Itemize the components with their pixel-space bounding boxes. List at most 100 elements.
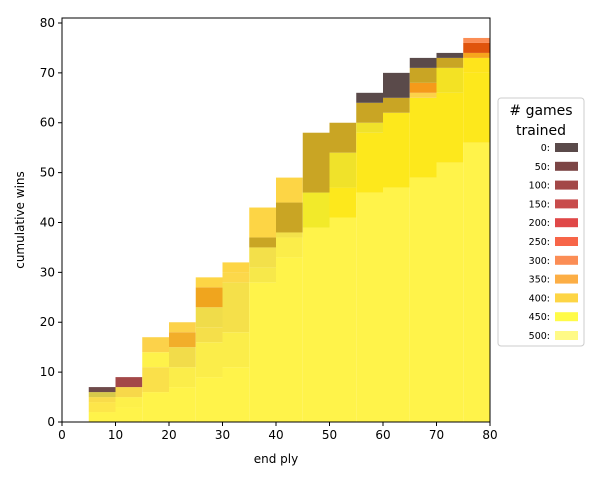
heatmap-cell: [169, 322, 196, 333]
heatmap-cell: [276, 177, 303, 203]
heatmap-cell: [276, 257, 303, 422]
x-tick-label: 10: [108, 428, 123, 442]
heatmap-cell: [249, 237, 276, 248]
x-tick-label: 50: [322, 428, 337, 442]
legend-label: 400:: [529, 293, 550, 304]
y-axis: 0 10 20 30 40 50 60 70 80: [40, 16, 62, 429]
heatmap-cell: [169, 332, 196, 348]
legend: # games trained 0: 50: 100: 150: 200: 250: 300…: [497, 97, 585, 347]
legend-label: 50:: [535, 162, 550, 173]
heatmap-cell: [302, 192, 330, 228]
legend-swatch: [555, 180, 578, 190]
legend-label: 0:: [541, 143, 550, 154]
heatmap-cell: [195, 327, 223, 343]
heatmap-cell: [169, 367, 196, 388]
heatmap-cell: [142, 337, 169, 353]
heatmap-cell: [115, 397, 143, 408]
y-tick-label: 70: [40, 66, 55, 80]
heatmap-cell: [249, 207, 276, 238]
heatmap-cell: [383, 72, 410, 98]
x-tick-label: 20: [161, 428, 176, 442]
heatmap-cell: [88, 402, 116, 413]
heatmap-cell: [463, 142, 490, 423]
x-tick-label: 70: [429, 428, 444, 442]
heatmap-cell: [115, 377, 143, 388]
legend-swatch: [555, 255, 578, 265]
heatmap-cell: [88, 397, 116, 403]
legend-label: 150:: [529, 199, 550, 210]
legend-swatch: [555, 199, 578, 209]
heatmap-cell: [463, 52, 490, 58]
legend-swatch: [555, 218, 578, 228]
heatmap-cell: [356, 102, 383, 123]
heatmap-cell: [463, 42, 490, 53]
legend-label: 300:: [529, 256, 550, 267]
heatmap-cell: [409, 177, 437, 422]
heatmap-cell: [356, 192, 383, 422]
y-tick-label: 10: [40, 365, 55, 379]
heatmap-cell: [142, 352, 169, 368]
x-tick-label: 0: [58, 428, 66, 442]
heatmap-cell: [88, 392, 116, 398]
heatmap-cell: [142, 392, 169, 422]
heatmap-cell: [195, 342, 223, 378]
heatmap-cell: [329, 187, 357, 218]
legend-entries: 0: 50: 100: 150: 200: 250: 300: 350: 400: 450: 500…: [529, 143, 578, 342]
y-tick-label: 40: [40, 215, 55, 229]
legend-label: 500:: [529, 331, 550, 342]
y-tick-label: 0: [47, 415, 55, 429]
legend-label: 350:: [529, 275, 550, 286]
heatmap-cell: [115, 387, 143, 398]
heatmap-cell: [169, 347, 196, 368]
heatmap-cell: [222, 332, 250, 368]
heatmap-cell: [329, 152, 357, 188]
heatmap-cell: [195, 307, 223, 328]
heatmap-cell: [195, 287, 223, 308]
legend-label: 250:: [529, 237, 550, 248]
heatmap-cell: [356, 132, 383, 193]
legend-swatch: [555, 331, 578, 340]
legend-title-line-2: trained: [516, 123, 566, 139]
legend-swatch: [555, 143, 578, 152]
heatmap-cell: [195, 377, 223, 422]
x-axis-label: end ply: [254, 452, 298, 466]
y-tick-label: 60: [40, 116, 55, 130]
legend-label: 100:: [529, 181, 550, 192]
heatmap-cell: [249, 282, 276, 422]
heatmap-cell: [249, 267, 276, 283]
heatmap-cell: [222, 282, 250, 333]
heatmap-cell: [169, 387, 196, 422]
legend-label: 200:: [529, 218, 550, 229]
x-axis: 0 10 20 30 40 50 60 70 80: [58, 422, 498, 442]
heatmap-cell: [436, 52, 464, 58]
x-tick-label: 80: [482, 428, 497, 442]
heatmap-cell: [383, 187, 410, 422]
heatmap-cell: [142, 367, 169, 393]
heatmap-cell: [409, 82, 437, 93]
heatmap-cell: [222, 272, 250, 283]
y-tick-label: 80: [40, 16, 55, 30]
heatmap-cell: [222, 367, 250, 422]
heatmap-cell: [463, 57, 490, 73]
heatmap-cell: [222, 262, 250, 273]
heatmap-cell: [356, 122, 383, 133]
heatmap-cell: [383, 112, 410, 188]
heatmap-cell: [436, 57, 464, 68]
heatmap-cell: [249, 247, 276, 268]
heatmap-cell: [302, 132, 330, 193]
heatmap-cell: [329, 217, 357, 422]
heatmap-cell: [463, 37, 490, 43]
legend-frame: [497, 97, 585, 347]
y-tick-label: 30: [40, 265, 55, 279]
heatmap-cell: [356, 92, 383, 103]
heatmap-cell: [276, 232, 303, 238]
heatmap-cell: [436, 67, 464, 93]
legend-swatch: [555, 293, 578, 303]
legend-swatch: [555, 161, 578, 171]
heatmap-cell: [88, 387, 116, 393]
x-tick-label: 30: [215, 428, 230, 442]
heatmap-cell: [276, 237, 303, 258]
legend-title-line-1: # games: [509, 103, 572, 119]
heatmap-cell: [115, 407, 143, 422]
